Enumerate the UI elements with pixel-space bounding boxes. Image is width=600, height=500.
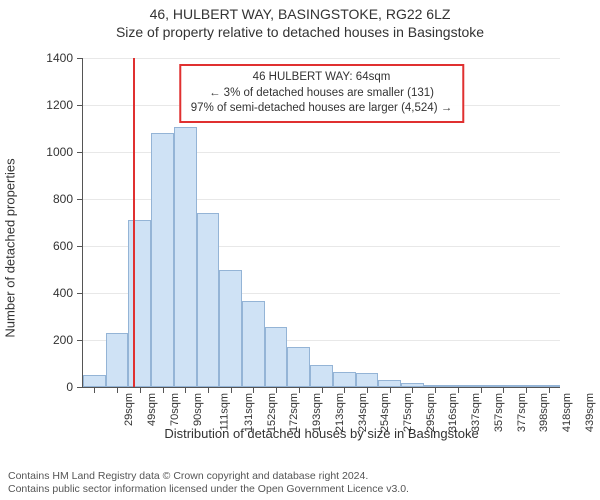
x-tick-mark	[412, 387, 413, 393]
gridline	[83, 58, 560, 59]
x-tick-label: 275sqm	[402, 393, 414, 432]
x-tick-label: 90sqm	[192, 393, 204, 426]
bar	[219, 270, 242, 388]
x-tick-label: 111sqm	[219, 393, 231, 431]
x-tick-label: 234sqm	[357, 393, 369, 432]
y-tick-label: 1200	[46, 98, 73, 112]
bar	[174, 127, 197, 387]
x-tick-label: 418sqm	[561, 393, 573, 432]
bar	[310, 365, 333, 387]
bar	[151, 133, 174, 387]
y-tick-mark	[77, 340, 83, 341]
x-tick-label: 49sqm	[146, 393, 158, 426]
x-tick-mark	[253, 387, 254, 393]
footer-line1: Contains HM Land Registry data © Crown c…	[8, 470, 409, 483]
x-tick-mark	[549, 387, 550, 393]
x-tick-mark	[231, 387, 232, 393]
bar	[378, 380, 401, 387]
y-tick-mark	[77, 58, 83, 59]
x-tick-label: 357sqm	[493, 393, 505, 432]
bar	[287, 347, 310, 387]
bar	[197, 213, 220, 387]
y-tick-label: 400	[53, 286, 73, 300]
annotation-box: 46 HULBERT WAY: 64sqm ← 3% of detached h…	[179, 64, 464, 123]
x-tick-mark	[140, 387, 141, 393]
x-tick-mark	[344, 387, 345, 393]
x-tick-mark	[185, 387, 186, 393]
x-tick-mark	[276, 387, 277, 393]
chart: Number of detached properties Distributi…	[50, 58, 570, 438]
x-tick-label: 254sqm	[379, 393, 391, 432]
x-tick-label: 295sqm	[425, 393, 437, 432]
annotation-line2: ← 3% of detached houses are smaller (131…	[191, 86, 452, 102]
title-line1: 46, HULBERT WAY, BASINGSTOKE, RG22 6LZ	[0, 6, 600, 22]
y-tick-label: 1400	[46, 51, 73, 65]
x-tick-label: 316sqm	[447, 393, 459, 432]
y-tick-label: 600	[53, 239, 73, 253]
y-tick-mark	[77, 387, 83, 388]
x-tick-mark	[526, 387, 527, 393]
x-tick-label: 131sqm	[243, 393, 255, 432]
x-tick-mark	[208, 387, 209, 393]
x-tick-mark	[299, 387, 300, 393]
y-tick-mark	[77, 105, 83, 106]
y-tick-label: 200	[53, 333, 73, 347]
footer: Contains HM Land Registry data © Crown c…	[8, 470, 409, 496]
chart-page: 46, HULBERT WAY, BASINGSTOKE, RG22 6LZ S…	[0, 0, 600, 500]
x-tick-label: 337sqm	[470, 393, 482, 432]
x-tick-mark	[503, 387, 504, 393]
y-tick-mark	[77, 293, 83, 294]
x-tick-mark	[94, 387, 95, 393]
annotation-line1: 46 HULBERT WAY: 64sqm	[191, 70, 452, 86]
title-block: 46, HULBERT WAY, BASINGSTOKE, RG22 6LZ S…	[0, 0, 600, 40]
x-tick-label: 439sqm	[584, 393, 596, 432]
y-tick-mark	[77, 199, 83, 200]
bar	[265, 327, 288, 387]
x-tick-mark	[117, 387, 118, 393]
x-tick-label: 377sqm	[516, 393, 528, 432]
bar	[356, 373, 379, 387]
plot-area: Distribution of detached houses by size …	[82, 58, 560, 388]
footer-line2: Contains public sector information licen…	[8, 483, 409, 496]
x-tick-mark	[458, 387, 459, 393]
title-line2: Size of property relative to detached ho…	[0, 24, 600, 40]
reference-line	[133, 58, 135, 387]
y-tick-label: 1000	[46, 145, 73, 159]
y-tick-label: 0	[66, 380, 73, 394]
annotation-line3: 97% of semi-detached houses are larger (…	[191, 101, 452, 117]
x-tick-mark	[367, 387, 368, 393]
bar	[333, 372, 356, 387]
x-tick-label: 398sqm	[538, 393, 550, 432]
bar	[106, 333, 129, 387]
bar	[242, 301, 265, 387]
x-tick-label: 172sqm	[288, 393, 300, 432]
y-axis-label: Number of detached properties	[3, 158, 18, 337]
x-tick-label: 193sqm	[311, 393, 323, 432]
y-tick-mark	[77, 152, 83, 153]
x-tick-label: 213sqm	[334, 393, 346, 432]
bar	[128, 220, 151, 387]
x-tick-label: 29sqm	[123, 393, 135, 426]
x-tick-mark	[163, 387, 164, 393]
x-tick-mark	[390, 387, 391, 393]
y-tick-label: 800	[53, 192, 73, 206]
y-tick-mark	[77, 246, 83, 247]
x-tick-mark	[481, 387, 482, 393]
x-tick-mark	[435, 387, 436, 393]
x-tick-label: 152sqm	[266, 393, 278, 432]
x-tick-label: 70sqm	[169, 393, 181, 426]
x-tick-mark	[322, 387, 323, 393]
bar	[83, 375, 106, 387]
